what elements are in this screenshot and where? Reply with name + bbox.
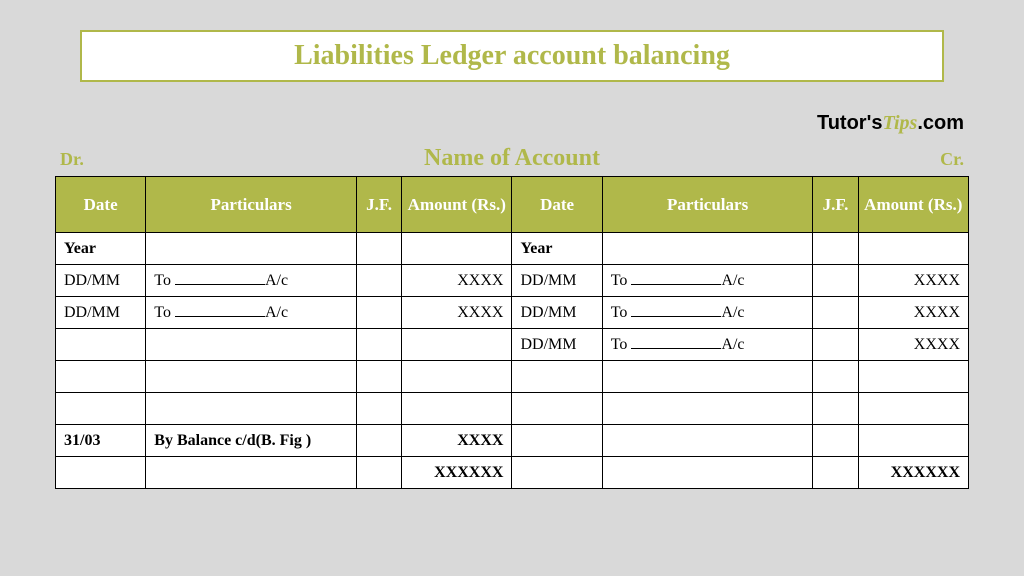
table-cell <box>813 265 858 297</box>
col-jf-dr: J.F. <box>356 177 401 233</box>
table-cell <box>512 457 602 489</box>
table-cell <box>602 457 813 489</box>
table-cell: To A/c <box>602 297 813 329</box>
table-cell <box>602 233 813 265</box>
table-cell: By Balance c/d(B. Fig ) <box>146 425 357 457</box>
table-cell <box>602 393 813 425</box>
table-cell <box>512 393 602 425</box>
table-cell <box>356 233 401 265</box>
account-name-label: Name of Account <box>424 145 600 172</box>
table-cell <box>813 233 858 265</box>
table-cell <box>356 457 401 489</box>
table-cell <box>813 425 858 457</box>
table-cell <box>512 361 602 393</box>
table-cell <box>146 361 357 393</box>
table-cell <box>356 297 401 329</box>
table-cell <box>356 329 401 361</box>
table-header-row: Date Particulars J.F. Amount (Rs.) Date … <box>56 177 969 233</box>
table-row: DD/MMTo A/cXXXXDD/MMTo A/cXXXX <box>56 297 969 329</box>
table-cell <box>402 393 512 425</box>
credit-label: Cr. <box>940 149 964 170</box>
col-amount-cr: Amount (Rs.) <box>858 177 968 233</box>
table-cell <box>146 457 357 489</box>
table-cell <box>858 425 968 457</box>
ledger-header-row: Dr. Name of Account Cr. <box>60 145 964 172</box>
table-cell: Year <box>56 233 146 265</box>
table-cell <box>356 265 401 297</box>
table-cell: To A/c <box>602 329 813 361</box>
table-cell <box>858 361 968 393</box>
table-row: Year Year <box>56 233 969 265</box>
table-cell <box>356 393 401 425</box>
ledger-body: YearYearDD/MMTo A/cXXXXDD/MMTo A/cXXXXDD… <box>56 233 969 489</box>
table-cell <box>813 361 858 393</box>
table-cell: DD/MM <box>56 297 146 329</box>
table-cell <box>146 233 357 265</box>
table-cell: XXXX <box>858 297 968 329</box>
table-cell <box>402 233 512 265</box>
table-cell <box>858 393 968 425</box>
table-cell: XXXX <box>402 297 512 329</box>
table-cell: XXXX <box>402 425 512 457</box>
table-cell: DD/MM <box>56 265 146 297</box>
table-row: DD/MMTo A/c XXXX <box>56 329 969 361</box>
table-cell: To A/c <box>146 265 357 297</box>
table-cell: To A/c <box>602 265 813 297</box>
ledger-table: Date Particulars J.F. Amount (Rs.) Date … <box>55 176 969 489</box>
table-cell: DD/MM <box>512 297 602 329</box>
table-row: 31/03By Balance c/d(B. Fig ) XXXX <box>56 425 969 457</box>
table-cell <box>56 393 146 425</box>
table-cell <box>512 425 602 457</box>
table-cell <box>858 233 968 265</box>
table-cell: XXXX <box>402 265 512 297</box>
brand-part1: Tutor's <box>817 112 883 134</box>
table-row: XXXXXX XXXXXX <box>56 457 969 489</box>
brand-logo: Tutor'sTips.com <box>55 112 964 135</box>
table-cell: DD/MM <box>512 329 602 361</box>
table-cell: XXXXXX <box>402 457 512 489</box>
table-row: DD/MMTo A/cXXXXDD/MMTo A/cXXXX <box>56 265 969 297</box>
debit-label: Dr. <box>60 149 84 170</box>
table-row <box>56 361 969 393</box>
brand-part2: Tips <box>882 112 917 134</box>
col-particulars-dr: Particulars <box>146 177 357 233</box>
table-cell: XXXX <box>858 265 968 297</box>
table-cell: Year <box>512 233 602 265</box>
table-cell <box>402 329 512 361</box>
table-cell <box>602 361 813 393</box>
table-cell <box>146 329 357 361</box>
table-row <box>56 393 969 425</box>
table-cell <box>813 393 858 425</box>
page-title: Liabilities Ledger account balancing <box>294 40 730 71</box>
page-title-box: Liabilities Ledger account balancing <box>80 30 944 82</box>
col-date-cr: Date <box>512 177 602 233</box>
table-cell: XXXX <box>858 329 968 361</box>
table-cell <box>56 361 146 393</box>
col-jf-cr: J.F. <box>813 177 858 233</box>
table-cell: 31/03 <box>56 425 146 457</box>
brand-part3: .com <box>917 112 964 134</box>
table-cell <box>356 361 401 393</box>
table-cell <box>402 361 512 393</box>
table-cell <box>813 329 858 361</box>
table-cell: DD/MM <box>512 265 602 297</box>
table-cell <box>56 457 146 489</box>
table-cell <box>146 393 357 425</box>
col-particulars-cr: Particulars <box>602 177 813 233</box>
table-cell <box>602 425 813 457</box>
table-cell: To A/c <box>146 297 357 329</box>
table-cell <box>813 297 858 329</box>
table-cell: XXXXXX <box>858 457 968 489</box>
table-cell <box>813 457 858 489</box>
col-date-dr: Date <box>56 177 146 233</box>
col-amount-dr: Amount (Rs.) <box>402 177 512 233</box>
table-cell <box>56 329 146 361</box>
table-cell <box>356 425 401 457</box>
